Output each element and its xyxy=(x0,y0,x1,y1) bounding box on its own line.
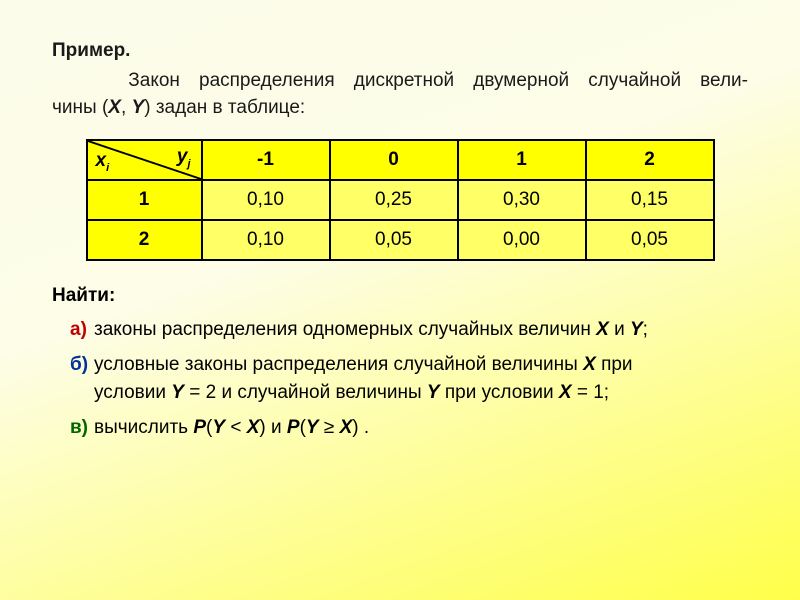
item-letter-a: а) xyxy=(70,317,87,343)
cell: 0,10 xyxy=(202,220,330,260)
col-header: 1 xyxy=(458,140,586,180)
item-letter-c: в) xyxy=(70,415,88,441)
slide: Пример. Закон распределения дискретной д… xyxy=(0,0,800,600)
table-header-row: yj xi -1 0 1 2 xyxy=(87,140,714,180)
cell: 0,30 xyxy=(458,180,586,220)
intro-line-1: Закон распределения дискретной двумерной… xyxy=(52,68,748,94)
row-header: 2 xyxy=(87,220,202,260)
cell: 0,10 xyxy=(202,180,330,220)
col-header: 0 xyxy=(330,140,458,180)
cell: 0,25 xyxy=(330,180,458,220)
diagonal-header: yj xi xyxy=(87,140,202,180)
col-header: -1 xyxy=(202,140,330,180)
item-c: в) вычислить P(Y < X) и P(Y ≥ X) . xyxy=(70,415,748,441)
distribution-table-wrap: yj xi -1 0 1 2 1 0,10 0,25 0,30 0,15 2 0… xyxy=(52,139,748,261)
intro-line-2: чины (X, Y) задан в таблице: xyxy=(52,95,748,121)
item-letter-b: б) xyxy=(70,352,88,378)
table-row: 1 0,10 0,25 0,30 0,15 xyxy=(87,180,714,220)
item-b: б) условные законы распределения случайн… xyxy=(70,352,748,405)
cell: 0,00 xyxy=(458,220,586,260)
cell: 0,15 xyxy=(586,180,714,220)
col-header: 2 xyxy=(586,140,714,180)
table-row: 2 0,10 0,05 0,00 0,05 xyxy=(87,220,714,260)
example-label: Пример. xyxy=(52,38,748,64)
item-a: а) законы распределения одномерных случа… xyxy=(70,317,748,343)
distribution-table: yj xi -1 0 1 2 1 0,10 0,25 0,30 0,15 2 0… xyxy=(86,139,715,261)
row-header: 1 xyxy=(87,180,202,220)
find-label: Найти: xyxy=(52,283,748,309)
cell: 0,05 xyxy=(330,220,458,260)
cell: 0,05 xyxy=(586,220,714,260)
